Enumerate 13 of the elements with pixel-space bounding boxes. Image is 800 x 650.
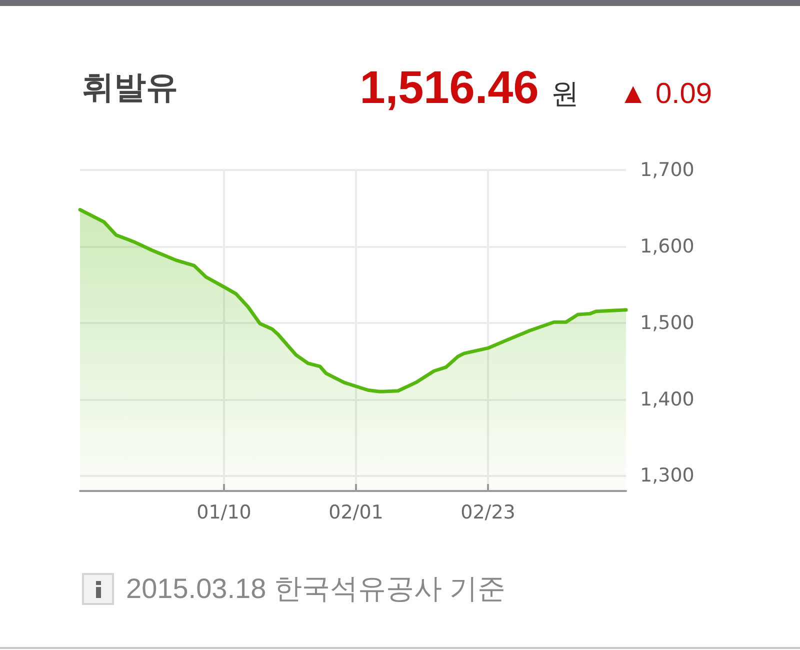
y-tick-label: 1,600 <box>640 235 694 258</box>
x-tick-label: 01/10 <box>196 502 252 524</box>
text: 2015.03.18 한국석유공사 기준 <box>126 572 506 606</box>
y-tick-label: 1,700 <box>640 159 694 181</box>
chart-title: 휘발유 <box>82 67 178 108</box>
y-tick-label: 1,300 <box>640 464 694 487</box>
y-tick-label: 1,500 <box>640 312 694 334</box>
y-tick-label: 1,400 <box>640 388 694 410</box>
x-tick-label: 02/23 <box>460 502 516 524</box>
text: 1,516.46 <box>360 60 539 114</box>
x-tick-label: 02/01 <box>328 502 384 524</box>
text: ▲ 0.09 <box>618 78 712 111</box>
text: 원 <box>550 76 579 112</box>
